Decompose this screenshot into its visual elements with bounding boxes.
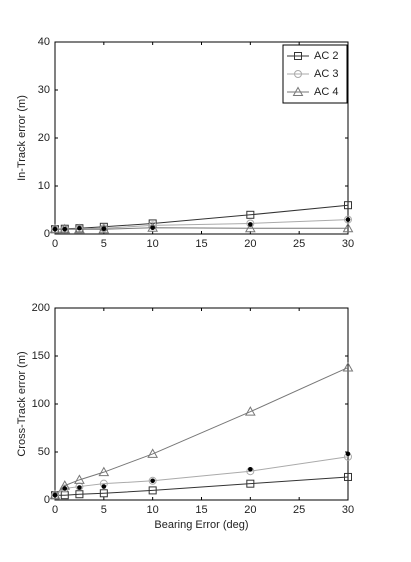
marker <box>246 479 255 488</box>
marker <box>248 466 253 472</box>
marker <box>98 466 110 477</box>
y-tick-label: 200 <box>32 302 50 314</box>
marker <box>101 226 107 232</box>
x-tick-label: 20 <box>244 504 256 516</box>
series-line <box>55 476 349 496</box>
marker <box>342 222 354 233</box>
y-tick-label: 0 <box>44 228 50 240</box>
marker <box>244 406 256 416</box>
legend: AC 2 AC 3 AC 4 <box>282 44 348 104</box>
marker <box>74 474 85 484</box>
y-tick-label: 0 <box>44 494 50 506</box>
marker <box>52 226 58 232</box>
marker <box>77 485 82 490</box>
series <box>52 451 351 498</box>
x-tick-label: 0 <box>52 504 58 516</box>
legend-marker <box>294 52 302 60</box>
x-tick-label: 15 <box>195 238 207 250</box>
legend-label: AC 3 <box>314 68 338 80</box>
x-tick-label: 30 <box>342 238 354 250</box>
y-tick-label: 40 <box>38 36 50 48</box>
series <box>49 362 354 500</box>
marker <box>344 472 352 481</box>
y-tick-label: 20 <box>38 132 50 144</box>
x-tick-label: 30 <box>342 504 354 516</box>
x-tick-label: 5 <box>101 238 107 250</box>
legend-label: AC 2 <box>314 50 338 62</box>
series <box>51 452 352 500</box>
marker <box>345 217 351 222</box>
legend-label: AC 4 <box>314 86 338 98</box>
x-tick-label: 25 <box>293 238 305 250</box>
marker <box>150 478 155 484</box>
marker <box>148 476 157 485</box>
marker <box>62 226 68 232</box>
y-axis-label: Cross-Track error (m) <box>16 351 28 456</box>
marker <box>99 489 108 498</box>
series <box>52 217 351 232</box>
x-tick-label: 5 <box>101 504 107 516</box>
x-tick-label: 25 <box>293 504 305 516</box>
marker <box>49 489 61 500</box>
y-tick-label: 10 <box>38 180 50 192</box>
y-tick-label: 50 <box>38 446 50 458</box>
y-tick-label: 100 <box>32 398 50 410</box>
x-tick-label: 0 <box>52 238 58 250</box>
marker <box>344 201 352 210</box>
marker <box>62 486 68 491</box>
marker <box>59 223 71 234</box>
marker <box>147 222 159 232</box>
series-line <box>54 367 349 496</box>
x-tick-label: 10 <box>147 504 159 516</box>
marker <box>248 222 253 227</box>
marker <box>147 448 159 458</box>
x-tick-label: 15 <box>195 504 207 516</box>
series-line <box>54 204 349 230</box>
legend-marker <box>294 70 302 78</box>
series <box>51 472 352 500</box>
x-axis-label: Bearing Error (deg) <box>154 519 248 531</box>
marker <box>101 484 107 489</box>
marker <box>150 225 155 231</box>
marker <box>246 219 255 228</box>
x-tick-label: 20 <box>244 238 256 250</box>
marker <box>148 486 157 495</box>
plot-area <box>54 307 349 501</box>
y-axis-label: In-Track error (m) <box>16 95 28 181</box>
legend-marker <box>292 86 304 96</box>
y-tick-label: 150 <box>32 350 50 362</box>
x-tick-label: 10 <box>147 238 159 250</box>
marker <box>75 490 84 499</box>
marker <box>244 222 256 233</box>
marker <box>246 210 255 219</box>
marker <box>345 451 351 457</box>
marker <box>49 223 61 234</box>
series <box>51 215 352 234</box>
marker <box>77 225 82 231</box>
marker <box>342 362 354 372</box>
y-tick-label: 30 <box>38 84 50 96</box>
marker <box>52 492 58 498</box>
